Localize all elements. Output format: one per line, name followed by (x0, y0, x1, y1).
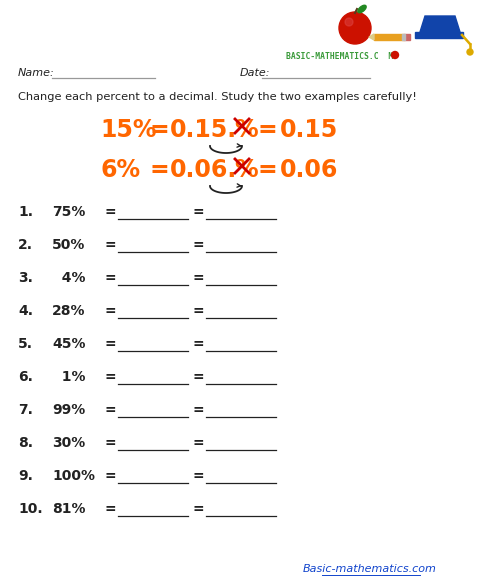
Text: =: = (192, 436, 204, 450)
Text: 45%: 45% (52, 337, 85, 351)
Text: 8.: 8. (18, 436, 33, 450)
Text: =: = (150, 158, 170, 182)
Text: 28%: 28% (52, 304, 85, 318)
Text: 0.06: 0.06 (280, 158, 339, 182)
Polygon shape (420, 16, 460, 32)
Text: =: = (192, 469, 204, 483)
Text: 100%: 100% (52, 469, 95, 483)
Text: 4%: 4% (52, 271, 85, 285)
Text: =: = (105, 502, 116, 516)
Text: =: = (105, 370, 116, 384)
Circle shape (339, 12, 371, 44)
Text: 50%: 50% (52, 238, 85, 252)
Text: 81%: 81% (52, 502, 85, 516)
Text: =: = (150, 118, 170, 142)
Text: =: = (105, 271, 116, 285)
Text: 7.: 7. (18, 403, 33, 417)
Text: =: = (105, 238, 116, 252)
Text: 0.15: 0.15 (280, 118, 338, 142)
Text: =: = (105, 337, 116, 351)
Text: 0.15.: 0.15. (170, 118, 237, 142)
Circle shape (392, 51, 398, 58)
Bar (415, 32, 463, 38)
Text: 75%: 75% (52, 205, 85, 219)
Text: =: = (192, 238, 204, 252)
Text: 6%: 6% (100, 158, 140, 182)
Text: =: = (192, 271, 204, 285)
Text: 15%: 15% (100, 118, 156, 142)
Text: 30%: 30% (52, 436, 85, 450)
Text: =: = (192, 205, 204, 219)
Text: 2.: 2. (18, 238, 33, 252)
Text: =: = (192, 304, 204, 318)
Text: %: % (234, 158, 257, 182)
Text: =: = (105, 304, 116, 318)
Text: =: = (105, 436, 116, 450)
Bar (404, 34, 410, 40)
Text: %: % (234, 118, 257, 142)
Text: 1%: 1% (52, 370, 85, 384)
Text: Basic-mathematics.com: Basic-mathematics.com (303, 564, 437, 574)
Text: Change each percent to a decimal. Study the two examples carefully!: Change each percent to a decimal. Study … (18, 92, 417, 102)
Circle shape (467, 49, 473, 55)
Text: 9.: 9. (18, 469, 33, 483)
Text: 10.: 10. (18, 502, 43, 516)
Text: =: = (258, 158, 278, 182)
Text: =: = (192, 370, 204, 384)
Text: =: = (105, 469, 116, 483)
Text: Date:: Date: (240, 68, 270, 78)
Ellipse shape (358, 5, 366, 13)
Text: 6.: 6. (18, 370, 33, 384)
Text: 4.: 4. (18, 304, 33, 318)
Text: Name:: Name: (18, 68, 55, 78)
Text: =: = (258, 118, 278, 142)
Text: 0.06.: 0.06. (170, 158, 237, 182)
Text: 5.: 5. (18, 337, 33, 351)
Text: 1.: 1. (18, 205, 33, 219)
Text: =: = (192, 403, 204, 417)
Bar (402, 34, 405, 40)
Text: =: = (105, 205, 116, 219)
Bar (374, 34, 404, 40)
Circle shape (345, 18, 353, 26)
Text: BASIC-MATHEMATICS.C  M: BASIC-MATHEMATICS.C M (286, 52, 394, 61)
Text: =: = (192, 502, 204, 516)
Text: 3.: 3. (18, 271, 33, 285)
Text: =: = (192, 337, 204, 351)
Polygon shape (369, 34, 374, 40)
Text: 99%: 99% (52, 403, 85, 417)
Text: =: = (105, 403, 116, 417)
